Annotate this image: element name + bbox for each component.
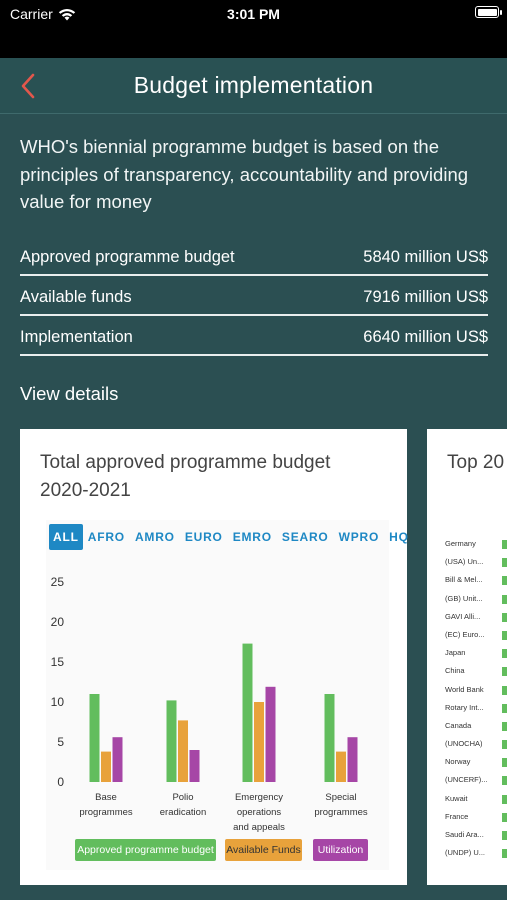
contributor-bar [502,758,507,768]
contributor-item: Germany [445,539,476,548]
contributor-bar [502,794,507,804]
card-title: Top 20 budget [447,452,507,473]
contributor-item: Japan [445,648,466,658]
contributor-bar [502,776,507,786]
bar-approved [324,694,335,782]
region-tabs: ALL AFRO AMRO EURO EMRO SEARO WPRO HQ [49,524,414,550]
contributor-bar [502,740,507,750]
legend-available-button[interactable]: Available Funds [225,839,302,861]
tab-emro[interactable]: EMRO [232,530,272,544]
summary-value: 7916 million US$ [363,287,488,306]
y-tick-label: 15 [51,655,65,669]
contributor-bar [502,649,507,659]
contributor-bar [502,667,507,677]
contributor-bar [502,558,507,568]
budget-chart: ALL AFRO AMRO EURO EMRO SEARO WPRO HQ 0 5… [46,520,408,870]
intro-text: WHO's biennial programme budget is based… [20,136,469,212]
contributor-item: Norway [445,757,471,767]
x-tick-label: Base programmes [79,792,133,818]
legend-utilization-button[interactable]: Utilization [313,839,368,861]
bar-available [254,702,264,782]
contributor-item: Bill & Mel... [445,575,483,585]
summary-label: Approved programme budget [20,247,235,266]
x-tick-label: Polio eradication [160,792,206,818]
y-tick-label: 0 [57,775,64,789]
top-contributors-card[interactable]: Top 20 budget Germany (USA) Un... Bill & M… [427,429,507,885]
bar-utilization [112,737,123,782]
y-tick-label: 20 [51,615,65,629]
contributor-item: China [445,666,465,676]
page-title: Budget implementation [133,72,374,98]
x-tick-label: Emergency operations and appeals [233,792,285,833]
contributor-bar [502,576,507,586]
bar-utilization [347,737,358,782]
contributor-bar [502,540,507,549]
summary-row-approved: Approved programme budget 5840 million U… [20,236,488,276]
x-tick-label: Special programmes [314,792,368,818]
bar-available [178,720,188,782]
bar-approved [89,694,100,782]
summary-row-available: Available funds 7916 million US$ [20,276,488,316]
contributor-item: (UNDP) U... [445,848,485,858]
summary-label: Available funds [20,287,132,306]
contributor-bar [502,703,507,713]
navigation-bar: Budget implementation [0,58,507,114]
tab-euro[interactable]: EURO [184,530,223,544]
contributor-item: (UNCERF)... [445,775,488,785]
y-tick-label: 25 [51,575,65,589]
bar-available [336,751,346,782]
carrier-label: Carrier [10,6,53,22]
contributor-item: (EC) Euro... [445,629,485,639]
contributor-bar [502,630,507,640]
bar-utilization [189,750,200,782]
contributor-bar [502,831,507,840]
contributor-item: Canada [445,720,472,730]
clock: 3:01 PM [227,6,280,22]
contributor-item: (GB) Unit... [445,593,483,603]
contributor-item: (USA) Un... [445,557,484,567]
contributor-item: GAVI Alli... [445,611,481,621]
tab-searo[interactable]: SEARO [281,530,329,544]
summary-value: 5840 million US$ [363,247,488,266]
tab-afro[interactable]: AFRO [87,530,125,544]
y-tick-label: 5 [57,735,64,749]
wifi-icon [58,8,75,20]
contributor-bar [502,685,507,695]
tab-all[interactable]: ALL [49,524,83,550]
bar-approved [166,700,177,782]
chevron-left-icon[interactable] [16,71,42,101]
bar-chart-plot: 0 5 10 15 20 25 Base programmes Polio eradication… [51,575,368,833]
contributor-item: Rotary Int... [445,702,484,712]
contributor-bar [502,849,507,859]
card-title: Total approved programme budget 2020-202… [40,452,331,501]
contributor-bar [502,594,507,604]
summary-label: Implementation [20,327,133,346]
tab-hq[interactable]: HQ [389,530,409,544]
view-details-link[interactable]: View details [20,383,119,404]
summary-row-implementation: Implementation 6640 million US$ [20,316,488,356]
contributor-item: World Bank [445,684,484,694]
contributor-bars [502,540,507,867]
contributor-item: (UNOCHA) [445,739,483,749]
contributor-list: Germany (USA) Un... Bill & Mel... (GB) Unit… [445,535,488,862]
summary-value: 6640 million US$ [363,327,488,346]
bar-utilization [265,686,276,782]
budget-summary: Approved programme budget 5840 million U… [20,236,488,356]
carrier: Carrier [10,6,76,22]
tab-amro[interactable]: AMRO [134,530,175,544]
contributor-bar [502,721,507,731]
contributor-item: Kuwait [445,793,468,803]
contributor-item: Saudi Ara... [445,830,484,839]
contributor-bar [502,812,507,822]
battery-icon [475,6,502,18]
bar-approved [242,643,253,782]
contributor-bar [502,612,507,622]
status-bar: Carrier 3:01 PM [0,0,507,58]
tab-wpro[interactable]: WPRO [338,530,380,544]
legend-approved-button[interactable]: Approved programme budget [75,839,216,861]
contributor-item: France [445,811,469,821]
bar-available [101,751,111,782]
y-tick-label: 10 [51,695,65,709]
